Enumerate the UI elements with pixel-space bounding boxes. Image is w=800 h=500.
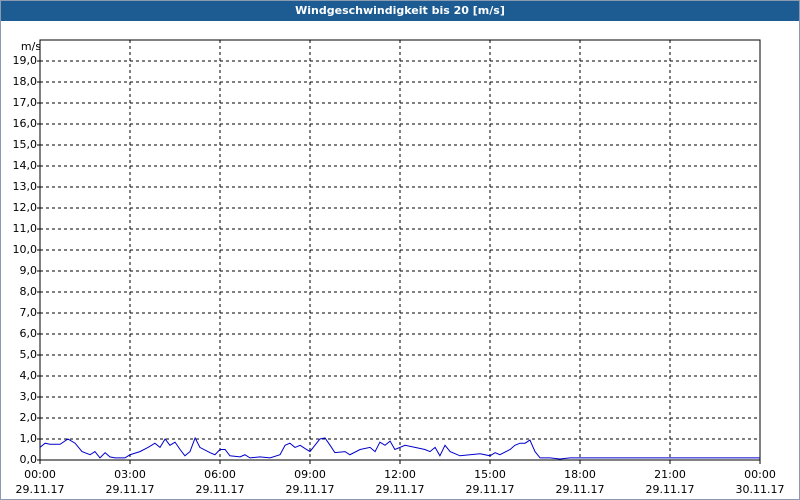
title-bar: Windgeschwindigkeit bis 20 [m/s]: [1, 1, 799, 21]
x-tick-label: 18:00: [564, 468, 596, 481]
y-tick-label: 7,0: [20, 306, 38, 319]
y-tick-label: 14,0: [13, 159, 38, 172]
y-tick-label: 16,0: [13, 117, 38, 130]
y-tick-label: 8,0: [20, 285, 38, 298]
x-tick-label: 09:00: [294, 468, 326, 481]
x-tick-date: 29.11.17: [646, 483, 695, 496]
x-tick-date: 29.11.17: [466, 483, 515, 496]
y-tick-label: 3,0: [20, 390, 38, 403]
x-tick-label: 00:00: [744, 468, 776, 481]
x-tick-label: 12:00: [384, 468, 416, 481]
y-tick-label: 11,0: [13, 222, 38, 235]
y-tick-label: 4,0: [20, 369, 38, 382]
x-tick-label: 21:00: [654, 468, 686, 481]
x-tick-date: 29.11.17: [376, 483, 425, 496]
y-tick-label: 10,0: [13, 243, 38, 256]
x-tick-date: 29.11.17: [16, 483, 65, 496]
x-tick-date: 29.11.17: [556, 483, 605, 496]
x-tick-label: 06:00: [204, 468, 236, 481]
y-tick-label: 0,0: [20, 453, 38, 466]
y-axis-label: m/s: [21, 40, 41, 53]
y-tick-label: 6,0: [20, 327, 38, 340]
y-tick-label: 19,0: [13, 54, 38, 67]
y-tick-label: 17,0: [13, 96, 38, 109]
y-tick-label: 15,0: [13, 138, 38, 151]
y-tick-label: 9,0: [20, 264, 38, 277]
x-tick-label: 00:00: [24, 468, 56, 481]
y-tick-label: 1,0: [20, 432, 38, 445]
y-tick-label: 18,0: [13, 75, 38, 88]
series-line: [39, 436, 760, 460]
y-tick-label: 12,0: [13, 201, 38, 214]
x-tick-label: 15:00: [474, 468, 506, 481]
x-tick-label: 03:00: [114, 468, 146, 481]
y-tick-label: 2,0: [20, 411, 38, 424]
x-tick-date: 29.11.17: [286, 483, 335, 496]
x-tick-date: 29.11.17: [196, 483, 245, 496]
y-tick-label: 13,0: [13, 180, 38, 193]
y-tick-label: 5,0: [20, 348, 38, 361]
x-tick-date: 29.11.17: [106, 483, 155, 496]
x-tick-date: 30.11.17: [736, 483, 785, 496]
